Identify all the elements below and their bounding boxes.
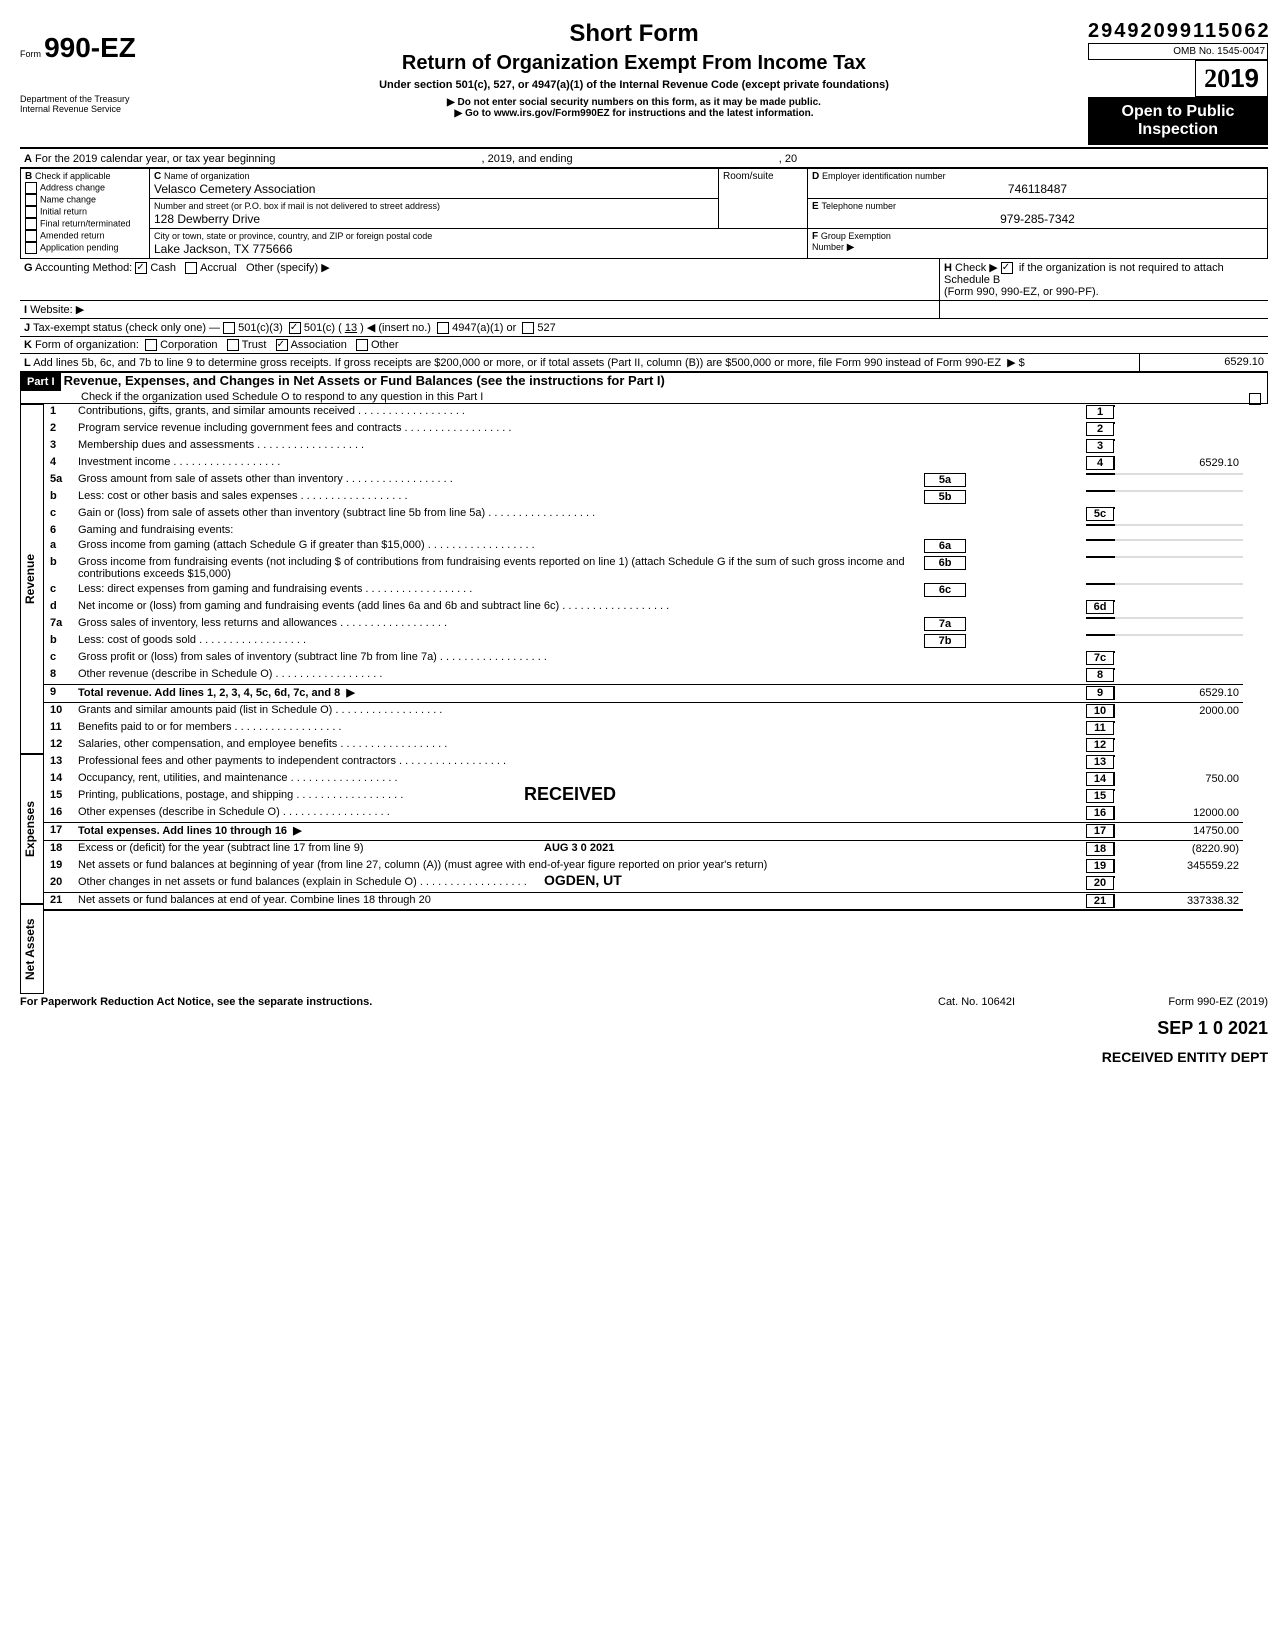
received-stamp: RECEIVED [524,784,616,805]
checkbox-final-return[interactable] [25,218,37,230]
checkbox-4947[interactable] [437,322,449,334]
checkbox-527[interactable] [522,322,534,334]
checkbox-initial-return[interactable] [25,206,37,218]
line-1: 1Contributions, gifts, grants, and simil… [44,404,1243,421]
omb-number: OMB No. 1545-0047 [1088,43,1268,60]
cat-no: Cat. No. 10642I [938,996,1088,1008]
line-9: 9Total revenue. Add lines 1, 2, 3, 4, 5c… [44,684,1243,702]
open-to-public: Open to Public Inspection [1088,97,1268,145]
part-1-title: Revenue, Expenses, and Changes in Net As… [64,373,665,388]
checkbox-schedule-b[interactable] [1001,262,1013,274]
line-2: 2Program service revenue including gover… [44,421,1243,438]
line-10: 10Grants and similar amounts paid (list … [44,702,1243,720]
return-title: Return of Organization Exempt From Incom… [180,52,1088,75]
ein: 746118487 [812,182,1263,196]
line-16: 16Other expenses (describe in Schedule O… [44,805,1243,822]
line-20: 20Other changes in net assets or fund ba… [44,875,1243,892]
checkbox-corp[interactable] [145,339,157,351]
org-phone: 979-285-7342 [812,212,1263,226]
dept-irs: Internal Revenue Service [20,104,180,114]
paperwork-notice: For Paperwork Reduction Act Notice, see … [20,996,938,1008]
checkbox-501c3[interactable] [223,322,235,334]
org-street: 128 Dewberry Drive [154,212,260,226]
checkbox-501c[interactable] [289,322,301,334]
checkbox-other[interactable] [356,339,368,351]
tax-year: 20201919 [1195,60,1268,97]
checkbox-schedule-o[interactable] [1249,393,1261,405]
checkbox-cash[interactable] [135,262,147,274]
line-12: 12Salaries, other compensation, and empl… [44,737,1243,754]
line-4: 4Investment income46529.10 [44,455,1243,472]
sep-stamp: SEP 1 0 2021 [20,1018,1268,1039]
checkbox-app-pending[interactable] [25,242,37,254]
line-13: 13Professional fees and other payments t… [44,754,1243,771]
form-header: Form 990-EZ Department of the Treasury I… [20,20,1268,145]
line-8: 8Other revenue (describe in Schedule O)8 [44,667,1243,684]
checkbox-accrual[interactable] [185,262,197,274]
line-6c: cLess: direct expenses from gaming and f… [44,582,1243,599]
vertical-expenses: Expenses [20,754,44,904]
line-6d: dNet income or (loss) from gaming and fu… [44,599,1243,616]
line-7b: bLess: cost of goods sold7b [44,633,1243,650]
form-prefix: Form [20,49,41,59]
501c-num: 13 [345,322,357,334]
short-form-title: Short Form [180,20,1088,48]
checkbox-name-change[interactable] [25,194,37,206]
line-6b: bGross income from fundraising events (n… [44,555,1243,582]
under-section: Under section 501(c), 527, or 4947(a)(1)… [180,79,1088,91]
org-name: Velasco Cemetery Association [154,182,315,196]
line-21: 21Net assets or fund balances at end of … [44,892,1243,911]
line-14: 14Occupancy, rent, utilities, and mainte… [44,771,1243,788]
ogden-stamp: OGDEN, UT [544,872,622,888]
form-footer: Form 990-EZ (2019) [1088,996,1268,1008]
vertical-net-assets: Net Assets [20,904,44,994]
line-3: 3Membership dues and assessments3 [44,438,1243,455]
ssn-warning: Do not enter social security numbers on … [180,97,1088,108]
line-5c: cGain or (loss) from sale of assets othe… [44,506,1243,523]
line-5a: 5aGross amount from sale of assets other… [44,472,1243,489]
line-5b: bLess: cost or other basis and sales exp… [44,489,1243,506]
checkbox-assoc[interactable] [276,339,288,351]
line-18: 18Excess or (deficit) for the year (subt… [44,840,1243,858]
line-7a: 7aGross sales of inventory, less returns… [44,616,1243,633]
received-date: AUG 3 0 2021 [544,842,614,854]
line-7c: cGross profit or (loss) from sales of in… [44,650,1243,667]
goto-link: Go to www.irs.gov/Form990EZ for instruct… [180,108,1088,119]
document-id: 29492099115062 [1088,20,1268,43]
checkbox-address-change[interactable] [25,182,37,194]
received-entity-dept: RECEIVED ENTITY DEPT [20,1049,1268,1065]
org-info-block: B Check if applicable Address change Nam… [20,168,1268,259]
line-6a: aGross income from gaming (attach Schedu… [44,538,1243,555]
line-a: A For the 2019 calendar year, or tax yea… [20,151,1268,168]
line-19: 19Net assets or fund balances at beginni… [44,858,1243,875]
part-1-label: Part I [21,373,61,391]
org-city: Lake Jackson, TX 775666 [154,242,293,256]
vertical-revenue: Revenue [20,404,44,754]
line-11: 11Benefits paid to or for members11 [44,720,1243,737]
checkbox-amended[interactable] [25,230,37,242]
checkbox-trust[interactable] [227,339,239,351]
line-l-value: 6529.10 [1139,354,1268,371]
line-6: 6Gaming and fundraising events: [44,523,1243,538]
line-15: 15Printing, publications, postage, and s… [44,788,1243,805]
dept-treasury: Department of the Treasury [20,94,180,104]
form-number: 990-EZ [44,32,136,63]
line-17: 17Total expenses. Add lines 10 through 1… [44,822,1243,840]
